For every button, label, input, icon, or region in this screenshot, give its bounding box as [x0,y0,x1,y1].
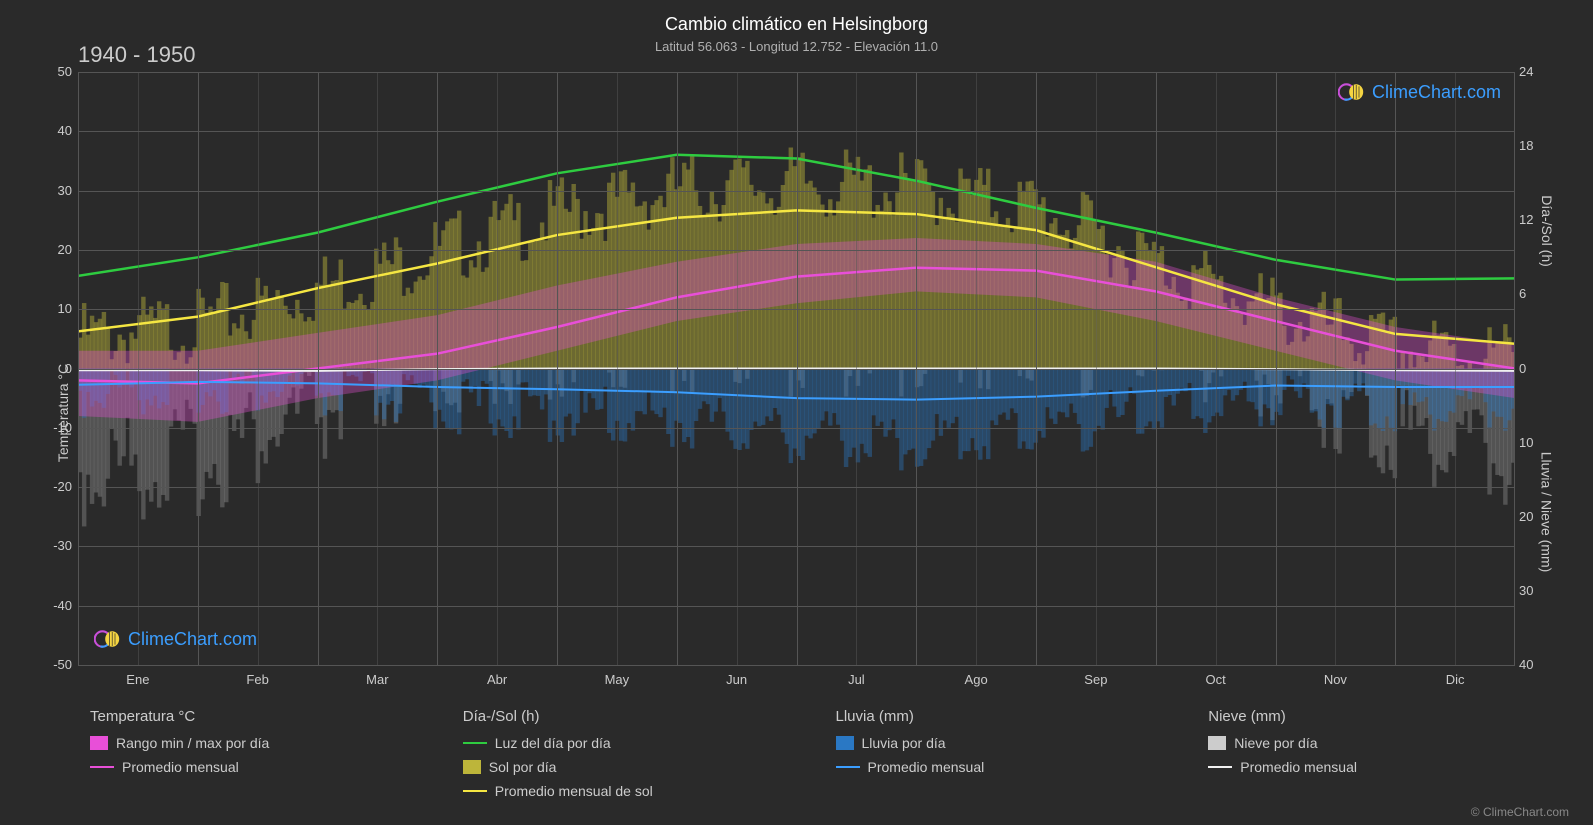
legend-line [90,766,114,768]
legend-label: Promedio mensual [122,759,239,775]
x-tick: May [605,672,630,687]
legend-label: Luz del día por día [495,735,611,751]
legend-item: Promedio mensual [90,759,415,775]
legend-item: Luz del día por día [463,735,788,751]
logo-icon [94,625,122,653]
logo-icon [1338,78,1366,106]
legend-item: Sol por día [463,759,788,775]
y-tick-left: 20 [40,242,72,257]
watermark-text: ClimeChart.com [1372,82,1501,103]
legend-swatch [836,736,854,750]
legend-item: Promedio mensual de sol [463,783,788,799]
legend-item: Promedio mensual [836,759,1161,775]
legend-line [463,790,487,792]
plot-area: -50-40-30-20-100102030405006121824102030… [78,72,1515,665]
x-tick: Jun [726,672,747,687]
legend-item: Nieve por día [1208,735,1533,751]
watermark-text: ClimeChart.com [128,629,257,650]
y-tick-right: 6 [1519,286,1549,301]
y-tick-left: -20 [40,479,72,494]
y-axis-right-top-label: Día-/Sol (h) [1539,195,1555,267]
legend-label: Lluvia por día [862,735,946,751]
y-tick-right: 40 [1519,657,1549,672]
y-tick-left: 0 [40,361,72,376]
x-tick: Jul [848,672,865,687]
y-tick-right: 18 [1519,138,1549,153]
legend-item: Rango min / max por día [90,735,415,751]
legend-swatch [90,736,108,750]
legend-label: Promedio mensual [868,759,985,775]
y-tick-right: 10 [1519,435,1549,450]
legend-title: Nieve (mm) [1208,708,1533,725]
y-tick-left: 50 [40,64,72,79]
x-tick: Abr [487,672,507,687]
y-tick-left: -50 [40,657,72,672]
legend-label: Promedio mensual [1240,759,1357,775]
legend-swatch [1208,736,1226,750]
y-tick-right: 30 [1519,583,1549,598]
x-tick: Ene [126,672,149,687]
y-axis-left-label: Temperatura °C [55,363,71,461]
y-tick-right: 12 [1519,212,1549,227]
legend-title: Lluvia (mm) [836,708,1161,725]
legend-label: Nieve por día [1234,735,1317,751]
watermark-bottom: ClimeChart.com [94,625,257,653]
legend-group: Temperatura °C Rango min / max por día Pro… [90,708,415,807]
x-tick: Oct [1206,672,1226,687]
y-tick-right: 0 [1519,361,1549,376]
chart-title: Cambio climático en Helsingborg [60,14,1533,35]
copyright: © ClimeChart.com [1471,805,1569,819]
legend-line [463,742,487,744]
y-tick-left: -10 [40,420,72,435]
legend-label: Rango min / max por día [116,735,269,751]
watermark-top: ClimeChart.com [1338,78,1501,106]
x-tick: Ago [965,672,988,687]
year-range: 1940 - 1950 [78,42,195,68]
y-tick-left: 30 [40,183,72,198]
legend-line [1208,766,1232,768]
legend-title: Temperatura °C [90,708,415,725]
legend-label: Sol por día [489,759,557,775]
x-tick: Feb [246,672,268,687]
legend-group: Nieve (mm) Nieve por día Promedio mensual [1208,708,1533,807]
x-tick: Sep [1084,672,1107,687]
x-tick: Nov [1324,672,1347,687]
legend-item: Lluvia por día [836,735,1161,751]
chart-container: Cambio climático en Helsingborg Latitud … [0,0,1593,825]
legend-label: Promedio mensual de sol [495,783,653,799]
y-tick-right: 24 [1519,64,1549,79]
legend: Temperatura °C Rango min / max por día Pro… [90,708,1533,807]
legend-group: Día-/Sol (h) Luz del día por día Sol por d… [463,708,788,807]
y-tick-left: -40 [40,598,72,613]
chart-subtitle: Latitud 56.063 - Longitud 12.752 - Eleva… [60,39,1533,54]
y-tick-left: -30 [40,538,72,553]
y-tick-left: 10 [40,301,72,316]
legend-group: Lluvia (mm) Lluvia por día Promedio mensua… [836,708,1161,807]
y-tick-right: 20 [1519,509,1549,524]
legend-swatch [463,760,481,774]
x-tick: Dic [1446,672,1465,687]
legend-item: Promedio mensual [1208,759,1533,775]
x-tick: Mar [366,672,388,687]
legend-line [836,766,860,768]
legend-title: Día-/Sol (h) [463,708,788,725]
y-tick-left: 40 [40,123,72,138]
